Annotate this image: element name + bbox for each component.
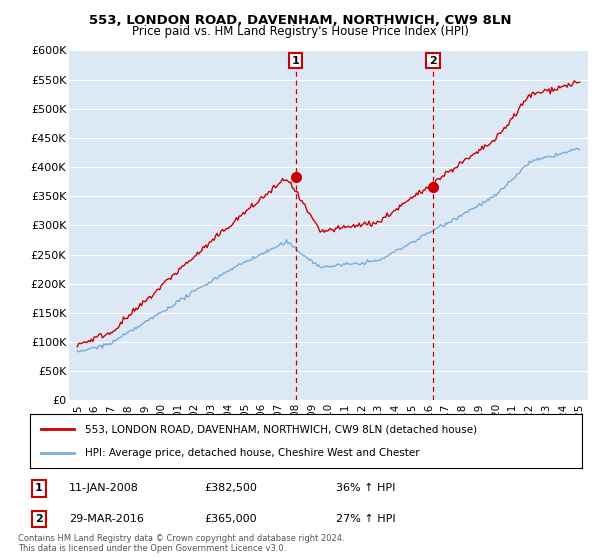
Text: Price paid vs. HM Land Registry's House Price Index (HPI): Price paid vs. HM Land Registry's House …: [131, 25, 469, 38]
Text: 11-JAN-2008: 11-JAN-2008: [69, 483, 139, 493]
Text: HPI: Average price, detached house, Cheshire West and Chester: HPI: Average price, detached house, Ches…: [85, 447, 420, 458]
Text: Contains HM Land Registry data © Crown copyright and database right 2024.
This d: Contains HM Land Registry data © Crown c…: [18, 534, 344, 553]
Text: 1: 1: [292, 55, 299, 66]
Text: 553, LONDON ROAD, DAVENHAM, NORTHWICH, CW9 8LN: 553, LONDON ROAD, DAVENHAM, NORTHWICH, C…: [89, 14, 511, 27]
Text: £382,500: £382,500: [204, 483, 257, 493]
Text: 2: 2: [35, 514, 43, 524]
Text: 36% ↑ HPI: 36% ↑ HPI: [336, 483, 395, 493]
Text: 1: 1: [35, 483, 43, 493]
Text: 29-MAR-2016: 29-MAR-2016: [69, 514, 144, 524]
Text: 27% ↑ HPI: 27% ↑ HPI: [336, 514, 395, 524]
Text: 2: 2: [429, 55, 437, 66]
Text: £365,000: £365,000: [204, 514, 257, 524]
Text: 553, LONDON ROAD, DAVENHAM, NORTHWICH, CW9 8LN (detached house): 553, LONDON ROAD, DAVENHAM, NORTHWICH, C…: [85, 424, 478, 435]
